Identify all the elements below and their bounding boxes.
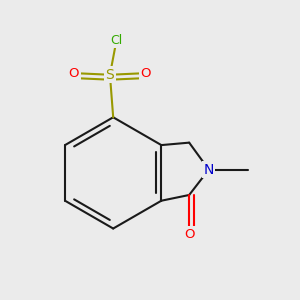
Text: O: O xyxy=(141,67,151,80)
Text: O: O xyxy=(69,67,79,80)
Text: Cl: Cl xyxy=(110,34,123,47)
Text: O: O xyxy=(184,228,194,241)
Text: N: N xyxy=(204,163,214,177)
Text: S: S xyxy=(106,68,114,82)
